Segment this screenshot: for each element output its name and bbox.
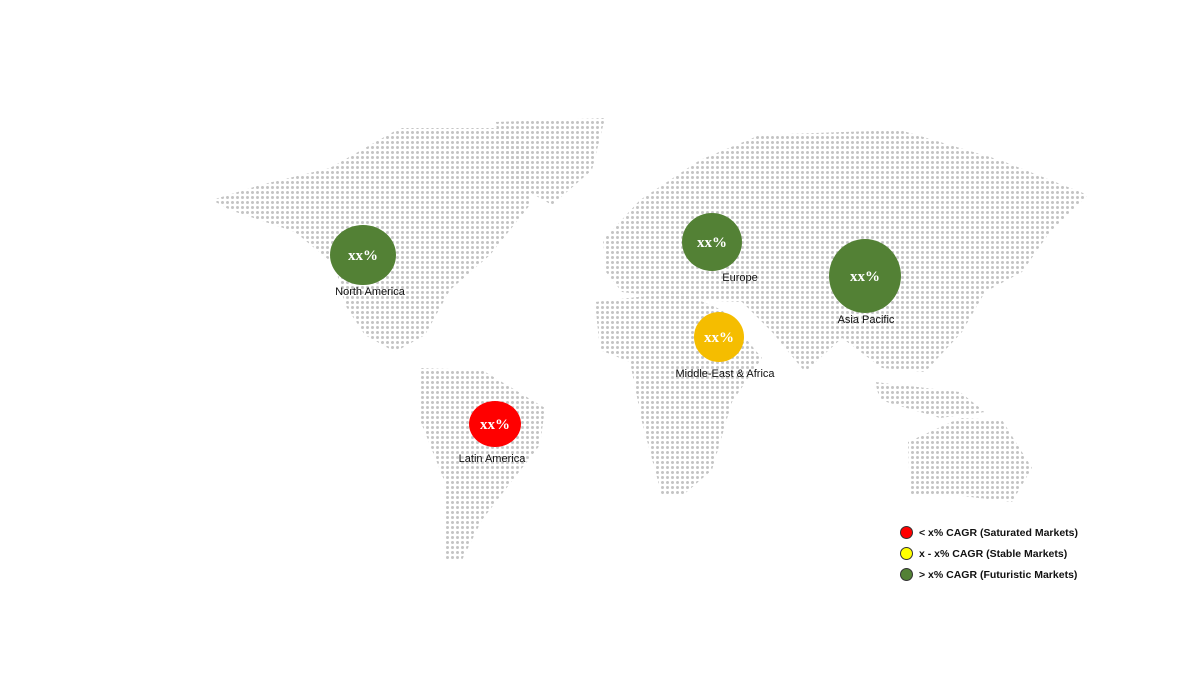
region-bubble-europe <box>682 213 742 271</box>
region-bubble-asia-pacific <box>829 239 901 313</box>
legend-item-stable: x - x% CAGR (Stable Markets) <box>900 543 1078 564</box>
region-label-europe: Europe <box>722 272 758 284</box>
legend-label: x - x% CAGR (Stable Markets) <box>919 547 1068 560</box>
yellow-circle-icon <box>900 547 913 560</box>
continent-indonesia <box>875 382 985 418</box>
region-value: xx% <box>480 417 510 433</box>
region-value: xx% <box>348 248 378 264</box>
continent-greenland <box>495 118 605 205</box>
legend-item-saturated: < x% CAGR (Saturated Markets) <box>900 522 1078 543</box>
region-label-asia-pacific: Asia Pacific <box>837 314 895 326</box>
legend-label: > x% CAGR (Futuristic Markets) <box>919 568 1078 581</box>
region-value: xx% <box>850 269 880 285</box>
legend-label: < x% CAGR (Saturated Markets) <box>919 526 1079 539</box>
region-value: xx% <box>704 330 734 346</box>
region-bubble-north-america <box>330 225 396 285</box>
continent-australia <box>908 418 1032 502</box>
region-bubble-middle-east-africa <box>694 312 744 362</box>
red-circle-icon <box>900 526 913 539</box>
legend: < x% CAGR (Saturated Markets) x - x% CAG… <box>900 522 1078 585</box>
legend-item-futuristic: > x% CAGR (Futuristic Markets) <box>900 564 1078 585</box>
region-label-latin-america: Latin America <box>458 453 526 465</box>
region-value: xx% <box>697 235 727 251</box>
green-circle-icon <box>900 568 913 581</box>
region-bubble-latin-america <box>469 401 521 447</box>
region-label-north-america: North America <box>335 286 405 298</box>
region-label-middle-east-africa: Middle-East & Africa <box>675 368 775 380</box>
